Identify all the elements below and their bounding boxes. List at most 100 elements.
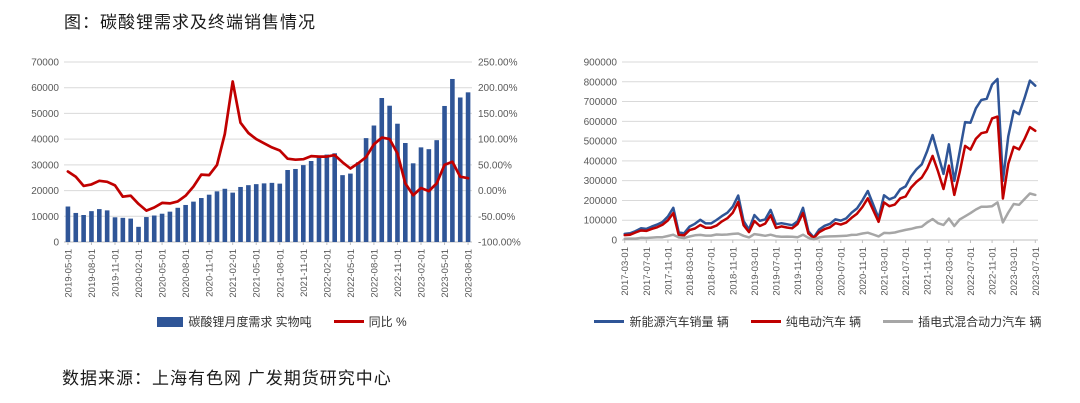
- svg-text:20000: 20000: [31, 186, 59, 197]
- svg-text:2017-03-01: 2017-03-01: [620, 247, 631, 296]
- svg-text:2019-05-01: 2019-05-01: [63, 249, 74, 298]
- svg-text:2022-03-01: 2022-03-01: [944, 247, 955, 296]
- svg-text:2020-02-01: 2020-02-01: [134, 249, 145, 298]
- svg-text:50000: 50000: [31, 109, 59, 120]
- y-axis-labels: 0 10000 20000 30000 40000 50000 60000 70000 -100…: [31, 58, 521, 249]
- svg-text:2022-05-01: 2022-05-01: [346, 249, 357, 298]
- svg-text:100000: 100000: [584, 216, 618, 227]
- svg-text:2023-05-01: 2023-05-01: [440, 249, 451, 298]
- svg-text:2023-02-01: 2023-02-01: [417, 249, 428, 298]
- svg-text:70000: 70000: [31, 58, 59, 69]
- svg-text:2017-07-01: 2017-07-01: [642, 247, 653, 296]
- svg-text:800000: 800000: [584, 77, 618, 88]
- svg-text:2020-11-01: 2020-11-01: [205, 249, 216, 297]
- x-axis-labels: 2017-03-01 2017-07-01 2017-11-01 2018-03-01…: [620, 240, 1042, 296]
- svg-text:2021-11-01: 2021-11-01: [923, 247, 934, 295]
- svg-text:60000: 60000: [31, 83, 59, 94]
- line-swatch-icon: [750, 320, 781, 323]
- data-source: 数据来源：上海有色网 广发期货研究中心: [62, 369, 392, 388]
- line-series: [623, 77, 1037, 239]
- charts-row: 0 10000 20000 30000 40000 50000 60000 70000 -100…: [8, 46, 1080, 330]
- svg-text:700000: 700000: [584, 97, 618, 108]
- svg-text:2020-03-01: 2020-03-01: [815, 247, 826, 296]
- svg-text:0.00%: 0.00%: [478, 186, 506, 197]
- legend-label: 碳酸锂月度需求 实物吨: [188, 315, 312, 329]
- svg-text:2019-11-01: 2019-11-01: [111, 249, 122, 297]
- svg-text:2021-05-01: 2021-05-01: [252, 249, 263, 298]
- svg-text:2018-07-01: 2018-07-01: [707, 247, 718, 296]
- svg-text:0: 0: [53, 238, 59, 249]
- svg-text:2019-03-01: 2019-03-01: [750, 247, 761, 296]
- svg-text:200000: 200000: [584, 196, 618, 207]
- svg-text:2021-02-01: 2021-02-01: [228, 249, 239, 298]
- lithium-demand-svg: 0 10000 20000 30000 40000 50000 60000 70000 -100…: [31, 58, 521, 298]
- nev-sales-chart: 0 100000 200000 300000 400000 500000 600000 700…: [556, 46, 1080, 330]
- svg-text:2022-11-01: 2022-11-01: [393, 249, 404, 297]
- y-axis-labels: 0 100000 200000 300000 400000 500000 600000 700…: [584, 58, 618, 247]
- svg-text:2020-05-01: 2020-05-01: [158, 249, 169, 298]
- svg-text:2020-11-01: 2020-11-01: [858, 247, 869, 295]
- svg-text:2017-11-01: 2017-11-01: [663, 247, 674, 295]
- svg-text:2022-11-01: 2022-11-01: [988, 247, 999, 295]
- svg-text:2021-03-01: 2021-03-01: [880, 247, 891, 296]
- svg-text:2020-08-01: 2020-08-01: [181, 249, 192, 298]
- svg-text:150.00%: 150.00%: [478, 109, 518, 120]
- svg-text:-100.00%: -100.00%: [478, 238, 521, 249]
- svg-text:500000: 500000: [584, 137, 618, 148]
- svg-text:10000: 10000: [31, 212, 59, 223]
- svg-text:400000: 400000: [584, 156, 618, 167]
- legend-item: 同比 %: [333, 313, 407, 330]
- svg-text:2019-11-01: 2019-11-01: [793, 247, 804, 295]
- svg-text:2022-02-01: 2022-02-01: [322, 249, 333, 298]
- svg-text:2021-08-01: 2021-08-01: [275, 249, 286, 298]
- bars-series: [65, 78, 471, 242]
- svg-text:2018-03-01: 2018-03-01: [685, 247, 696, 296]
- figure-title: 图：碳酸锂需求及终端销售情况: [64, 13, 316, 32]
- legend-item: 纯电动汽车 辆: [750, 313, 862, 330]
- svg-text:300000: 300000: [584, 176, 618, 187]
- line-series: [623, 115, 1037, 240]
- legend-item: 插电式混合动力汽车 辆: [883, 313, 1042, 330]
- svg-text:2023-08-01: 2023-08-01: [464, 249, 475, 298]
- svg-text:2023-03-01: 2023-03-01: [1009, 247, 1020, 296]
- svg-text:2021-07-01: 2021-07-01: [901, 247, 912, 296]
- svg-text:2022-08-01: 2022-08-01: [369, 249, 380, 298]
- svg-text:250.00%: 250.00%: [478, 58, 518, 69]
- lithium-demand-chart: 0 10000 20000 30000 40000 50000 60000 70000 -100…: [8, 46, 556, 330]
- svg-text:900000: 900000: [584, 58, 618, 69]
- legend-item: 碳酸锂月度需求 实物吨: [157, 313, 312, 330]
- svg-text:200.00%: 200.00%: [478, 83, 518, 94]
- line-series: [66, 80, 470, 212]
- line-swatch-icon: [594, 320, 625, 323]
- nev-sales-svg: 0 100000 200000 300000 400000 500000 600000 700…: [584, 58, 1042, 296]
- svg-text:2019-08-01: 2019-08-01: [87, 249, 98, 298]
- legend-label: 纯电动汽车 辆: [785, 315, 862, 329]
- gridlines: [64, 61, 472, 243]
- legend-label: 同比 %: [368, 315, 407, 329]
- svg-text:2022-07-01: 2022-07-01: [966, 247, 977, 296]
- gridlines: [622, 61, 1038, 241]
- lithium-demand-plot: 0 10000 20000 30000 40000 50000 60000 70000 -100…: [8, 46, 556, 313]
- svg-text:2021-11-01: 2021-11-01: [299, 249, 310, 297]
- bar-swatch-icon: [157, 316, 184, 327]
- svg-text:100.00%: 100.00%: [478, 135, 518, 146]
- svg-text:0: 0: [611, 236, 617, 247]
- nev-sales-legend: 新能源汽车销量 辆 纯电动汽车 辆 插电式混合动力汽车 辆: [594, 313, 1042, 330]
- line-swatch-icon: [883, 320, 914, 323]
- line-series: [623, 192, 1037, 241]
- x-axis-labels: 2019-05-01 2019-08-01 2019-11-01 2020-02-01…: [63, 242, 475, 298]
- lithium-demand-legend: 碳酸锂月度需求 实物吨 同比 %: [157, 313, 407, 330]
- svg-text:30000: 30000: [31, 160, 59, 171]
- svg-text:2019-07-01: 2019-07-01: [771, 247, 782, 296]
- svg-text:50.00%: 50.00%: [478, 160, 512, 171]
- svg-text:40000: 40000: [31, 135, 59, 146]
- legend-item: 新能源汽车销量 辆: [594, 313, 729, 330]
- nev-sales-plot: 0 100000 200000 300000 400000 500000 600000 700…: [556, 46, 1080, 313]
- svg-text:2023-07-01: 2023-07-01: [1031, 247, 1042, 296]
- line-swatch-icon: [333, 320, 364, 323]
- svg-text:2018-11-01: 2018-11-01: [728, 247, 739, 295]
- legend-label: 插电式混合动力汽车 辆: [918, 315, 1042, 329]
- legend-label: 新能源汽车销量 辆: [629, 315, 729, 329]
- svg-text:-50.00%: -50.00%: [478, 212, 515, 223]
